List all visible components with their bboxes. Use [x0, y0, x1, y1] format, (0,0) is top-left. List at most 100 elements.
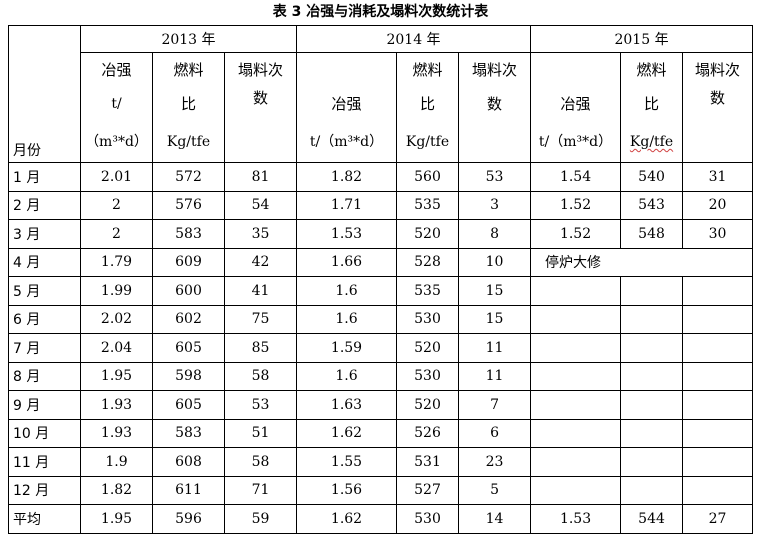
value-cell: 6: [458, 418, 532, 448]
value-cell: 1.93: [80, 418, 153, 448]
value-cell: 528: [396, 247, 460, 277]
value-cell: 527: [396, 475, 460, 505]
value-cell: 81: [223, 162, 298, 192]
value-cell: [530, 361, 622, 391]
table-row: 6 月 2.02 602 75 1.6 530 15: [8, 304, 754, 334]
value-cell: 7: [458, 390, 532, 420]
value-cell: 42: [223, 247, 298, 277]
value-cell: [620, 390, 684, 420]
table-caption: 表 3 冶强与消耗及塌料次数统计表: [272, 4, 489, 20]
value-cell: 2: [80, 219, 153, 249]
value-cell: [620, 475, 684, 505]
value-cell: 75: [223, 304, 298, 334]
value-cell: [530, 390, 622, 420]
month-cell: 11 月: [8, 447, 81, 477]
value-cell: 608: [152, 447, 225, 477]
month-cell: 10 月: [8, 418, 81, 448]
value-cell: [682, 475, 754, 505]
value-cell: [682, 390, 754, 420]
value-cell: 5: [458, 475, 532, 505]
header-2014-collapse-count: 塌料次 数: [458, 52, 532, 163]
table-row: 8 月 1.95 598 58 1.6 530 11: [8, 361, 754, 391]
header-label: t/: [111, 96, 122, 112]
value-cell: 54: [223, 190, 298, 220]
value-cell: 1.71: [296, 190, 398, 220]
month-cell: 1 月: [8, 162, 81, 192]
value-cell: [682, 447, 754, 477]
value-cell: 1.55: [296, 447, 398, 477]
value-cell: 1.95: [80, 504, 153, 534]
value-cell: 1.59: [296, 333, 398, 363]
year-header-row: 2013 年 2014 年 2015 年: [8, 25, 754, 53]
table-row: 1 月 2.01 572 81 1.82 560 53 1.54 540 31: [8, 162, 754, 192]
value-cell: 41: [223, 276, 298, 306]
month-cell: 8 月: [8, 361, 81, 391]
value-cell: 8: [458, 219, 532, 249]
header-label: 冶强: [101, 61, 132, 79]
value-cell: 583: [152, 219, 225, 249]
value-cell: 600: [152, 276, 225, 306]
value-cell: 520: [396, 390, 460, 420]
header-2015-intensity: 冶强 t/（m³*d）: [530, 52, 622, 163]
value-cell: [620, 447, 684, 477]
table-row: 5 月 1.99 600 41 1.6 535 15: [8, 276, 754, 306]
value-cell: 530: [396, 504, 460, 534]
table-row: 2 月 2 576 54 1.71 535 3 1.52 543 20: [8, 190, 754, 220]
value-cell: [530, 475, 622, 505]
value-cell: 602: [152, 304, 225, 334]
value-cell: 1.99: [80, 276, 153, 306]
value-cell: 596: [152, 504, 225, 534]
value-cell: 1.63: [296, 390, 398, 420]
value-cell: 605: [152, 390, 225, 420]
table-row: 平均 1.95 596 59 1.62 530 14 1.53 544 27: [8, 504, 754, 534]
value-cell: 1.6: [296, 304, 398, 334]
header-label: t/（m³*d）: [309, 134, 384, 150]
table-row: 3 月 2 583 35 1.53 520 8 1.52 548 30: [8, 219, 754, 249]
header-label: 塌料次: [695, 61, 741, 79]
value-cell: 27: [682, 504, 754, 534]
value-cell: 1.95: [80, 361, 153, 391]
value-cell: 543: [620, 190, 684, 220]
value-cell: 526: [396, 418, 460, 448]
header-2013-fuel-ratio: 燃料 比 Kg/tfe: [152, 52, 225, 163]
header-label: 燃料: [173, 61, 204, 79]
table-row: 9 月 1.93 605 53 1.63 520 7: [8, 390, 754, 420]
value-cell: 1.53: [530, 504, 622, 534]
month-cell: 9 月: [8, 390, 81, 420]
value-cell: 35: [223, 219, 298, 249]
table-row: 11 月 1.9 608 58 1.55 531 23: [8, 447, 754, 477]
header-2014-fuel-ratio: 燃料 比 Kg/tfe: [396, 52, 460, 163]
value-cell: [620, 361, 684, 391]
value-cell: 1.82: [296, 162, 398, 192]
value-cell: 520: [396, 219, 460, 249]
value-cell: [682, 304, 754, 334]
value-cell: 609: [152, 247, 225, 277]
value-cell: 1.6: [296, 276, 398, 306]
table-row: 10 月 1.93 583 51 1.62 526 6: [8, 418, 754, 448]
table-row: 12 月 1.82 611 71 1.56 527 5: [8, 475, 754, 505]
value-cell: [682, 361, 754, 391]
header-label: Kg/tfe: [405, 134, 450, 150]
metric-header-row: 月份 冶强 t/ （m³*d） 燃料 比 Kg/tfe 塌料次 数 冶强 t/（…: [8, 52, 754, 163]
header-2014-intensity: 冶强 t/（m³*d）: [296, 52, 398, 163]
header-label: 比: [644, 95, 660, 113]
header-2015-collapse-count: 塌料次 数: [682, 52, 754, 163]
header-label: 燃料: [636, 61, 667, 79]
header-label: Kg/tfe: [629, 134, 674, 150]
header-2013-collapse-count: 塌料次 数: [223, 52, 298, 163]
value-cell: [620, 276, 684, 306]
header-label: t/（m³*d）: [538, 134, 613, 150]
header-label: 塌料次: [238, 61, 284, 79]
value-cell: 1.66: [296, 247, 398, 277]
value-cell: 59: [223, 504, 298, 534]
value-cell: 1.52: [530, 219, 622, 249]
header-label: 比: [180, 95, 196, 113]
header-label: 数: [710, 89, 726, 107]
value-cell: 1.56: [296, 475, 398, 505]
value-cell: 560: [396, 162, 460, 192]
value-cell: 611: [152, 475, 225, 505]
value-cell: 1.54: [530, 162, 622, 192]
value-cell: 2: [80, 190, 153, 220]
value-cell: 58: [223, 361, 298, 391]
value-cell: [530, 276, 622, 306]
